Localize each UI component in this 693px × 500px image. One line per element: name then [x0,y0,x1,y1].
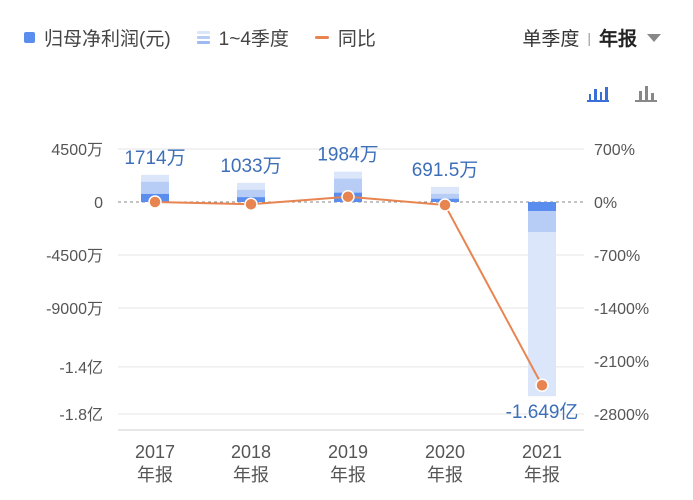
x-tick-label: 2017 [135,442,175,462]
legend-item-quarters[interactable]: 1~4季度 [196,24,289,51]
x-tick-label: 2019 [328,442,368,462]
net-profit-bar [528,202,556,211]
yoy-point [438,198,452,212]
y-left-tick-label: -1.4亿 [59,359,103,377]
y-right-tick-label: -700% [594,248,640,265]
net-profit-swatch-icon [24,32,35,43]
legend-label-yoy: 同比 [337,29,376,50]
yoy-point [244,197,258,212]
y-right-tick-label: 700% [594,142,635,159]
legend-label-quarters: 1~4季度 [218,29,289,50]
view-toggle [561,82,657,102]
data-label: 1033万 [220,156,281,177]
legend-item-yoy[interactable]: 同比 [314,24,376,51]
legend-label-net-profit: 归母净利润(元) [44,29,171,50]
data-label: 1714万 [124,148,185,169]
y-left-tick-label: -4500万 [46,248,103,265]
quarter-bar-segment [141,181,169,194]
y-right-tick-label: -2800% [594,407,649,424]
yoy-point [341,189,355,204]
period-option-annual[interactable]: 年报 [598,29,637,50]
y-right-tick-label: 0% [594,195,617,212]
data-label: -1.649亿 [506,401,579,423]
data-label: 1984万 [317,145,378,166]
quarter-bar-segment [431,193,459,199]
x-tick-sublabel: 年报 [330,465,366,485]
x-tick-sublabel: 年报 [233,465,269,485]
y-right-tick-label: -1400% [594,301,649,318]
legend: 归母净利润(元) 1~4季度 同比 [24,24,402,51]
bar-chart-icon[interactable] [587,82,609,102]
legend-item-net-profit[interactable]: 归母净利润(元) [24,24,171,51]
chevron-down-icon[interactable] [647,33,661,42]
y-left-tick-label: 4500万 [51,142,103,159]
x-tick-sublabel: 年报 [427,465,463,485]
period-option-quarter[interactable]: 单季度 [522,29,580,50]
data-label: 691.5万 [412,160,479,181]
x-tick-label: 2020 [425,442,465,462]
quarter-bar-segment [334,178,362,193]
yoy-line [154,195,543,386]
y-left-tick-label: -9000万 [46,301,103,318]
y-right-tick-label: -2100% [594,354,649,371]
period-switch: 单季度 | 年报 [522,24,661,51]
y-left-tick-label: 0 [94,195,103,212]
quarter-bar-icon[interactable] [635,82,657,102]
period-separator: | [587,29,591,46]
yoy-point [535,378,549,392]
quarter-bar-segment [237,189,265,198]
x-tick-label: 2018 [231,442,271,462]
y-left-tick-label: -1.8亿 [59,406,103,424]
quarter-bar-segment [528,202,556,397]
x-tick-sublabel: 年报 [137,465,173,485]
yoy-line-swatch-icon [314,36,329,39]
quarters-swatch-icon [196,31,210,44]
x-tick-sublabel: 年报 [524,465,560,485]
x-tick-label: 2021 [522,442,562,462]
yoy-point [148,195,162,209]
